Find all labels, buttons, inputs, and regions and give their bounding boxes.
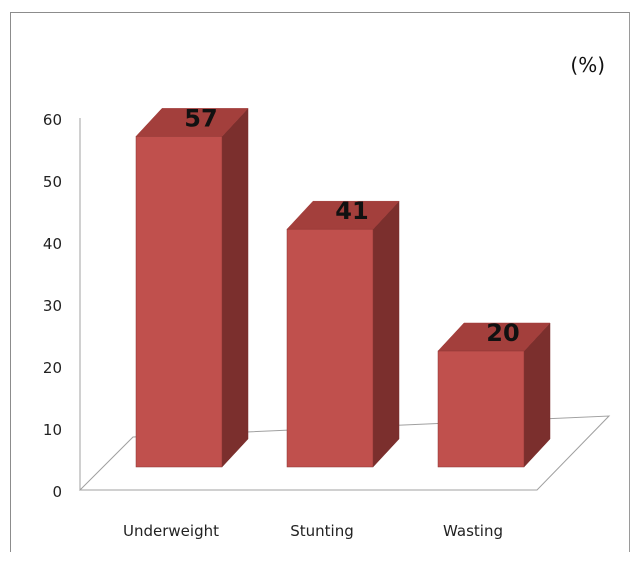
bar-side [372,200,400,468]
unit-label: (%) [570,53,605,77]
bar [286,200,400,468]
data-labels: 57 41 20 [184,104,519,347]
y-tick-label: 40 [43,235,62,253]
x-tick-label: Wasting [443,522,503,540]
bars [135,107,551,468]
x-tick-label: Underweight [123,522,219,540]
y-tick-label: 20 [43,359,62,377]
x-tick-label: Stunting [290,522,354,540]
bar-front [286,228,374,468]
y-tick-label: 0 [52,483,62,501]
data-label: 41 [335,197,368,225]
bar-front [135,136,223,468]
bar-side [221,107,249,468]
y-axis: 0 10 20 30 40 50 60 [43,111,81,501]
y-tick-label: 10 [43,421,62,439]
data-label: 57 [184,104,217,132]
bar-front [437,350,525,468]
y-tick-label: 50 [43,173,62,191]
y-tick-label: 30 [43,297,62,315]
bar [135,107,249,468]
x-axis-labels: Underweight Stunting Wasting [123,522,503,540]
data-label: 20 [486,319,519,347]
y-tick-label: 60 [43,111,62,129]
bar [437,322,551,468]
